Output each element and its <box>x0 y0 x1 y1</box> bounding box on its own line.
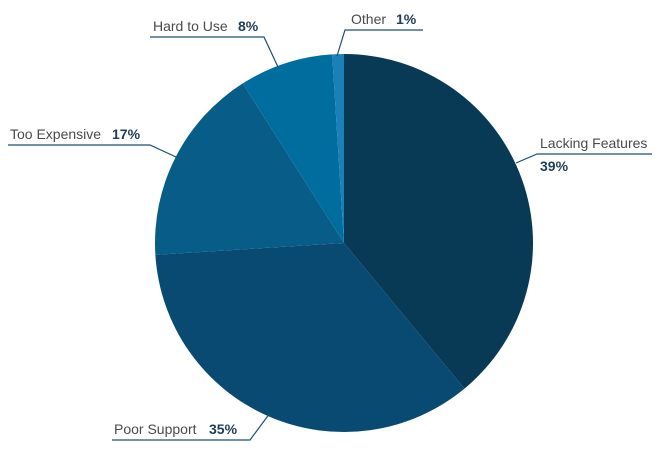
pie-slice-too-expensive <box>155 83 344 255</box>
label-hard-to-use-name: Hard to Use <box>153 18 228 34</box>
label-too-expensive-name: Too Expensive <box>10 126 101 142</box>
pie-slice-lacking-features <box>344 54 533 389</box>
pie-slice-other <box>332 54 344 243</box>
leader-too-expensive <box>8 144 177 158</box>
label-hard-to-use-pct: 8% <box>238 18 259 34</box>
label-lacking-features-name: Lacking Features <box>540 135 647 151</box>
label-other-pct: 1% <box>396 11 417 27</box>
label-other-name: Other <box>351 11 386 27</box>
leader-other <box>336 29 423 57</box>
label-lacking-features-pct: 39% <box>540 158 569 174</box>
leader-lines <box>8 29 652 441</box>
label-poor-support-name: Poor Support <box>114 421 197 437</box>
leader-hard-to-use <box>150 36 279 68</box>
pie-slice-poor-support <box>155 243 465 432</box>
leader-lacking-features <box>515 153 652 164</box>
pie-slices <box>155 54 533 432</box>
leader-poor-support <box>112 412 271 441</box>
label-too-expensive-pct: 17% <box>112 126 141 142</box>
pie-slice-hard-to-use <box>242 54 344 243</box>
label-poor-support-pct: 35% <box>209 421 238 437</box>
